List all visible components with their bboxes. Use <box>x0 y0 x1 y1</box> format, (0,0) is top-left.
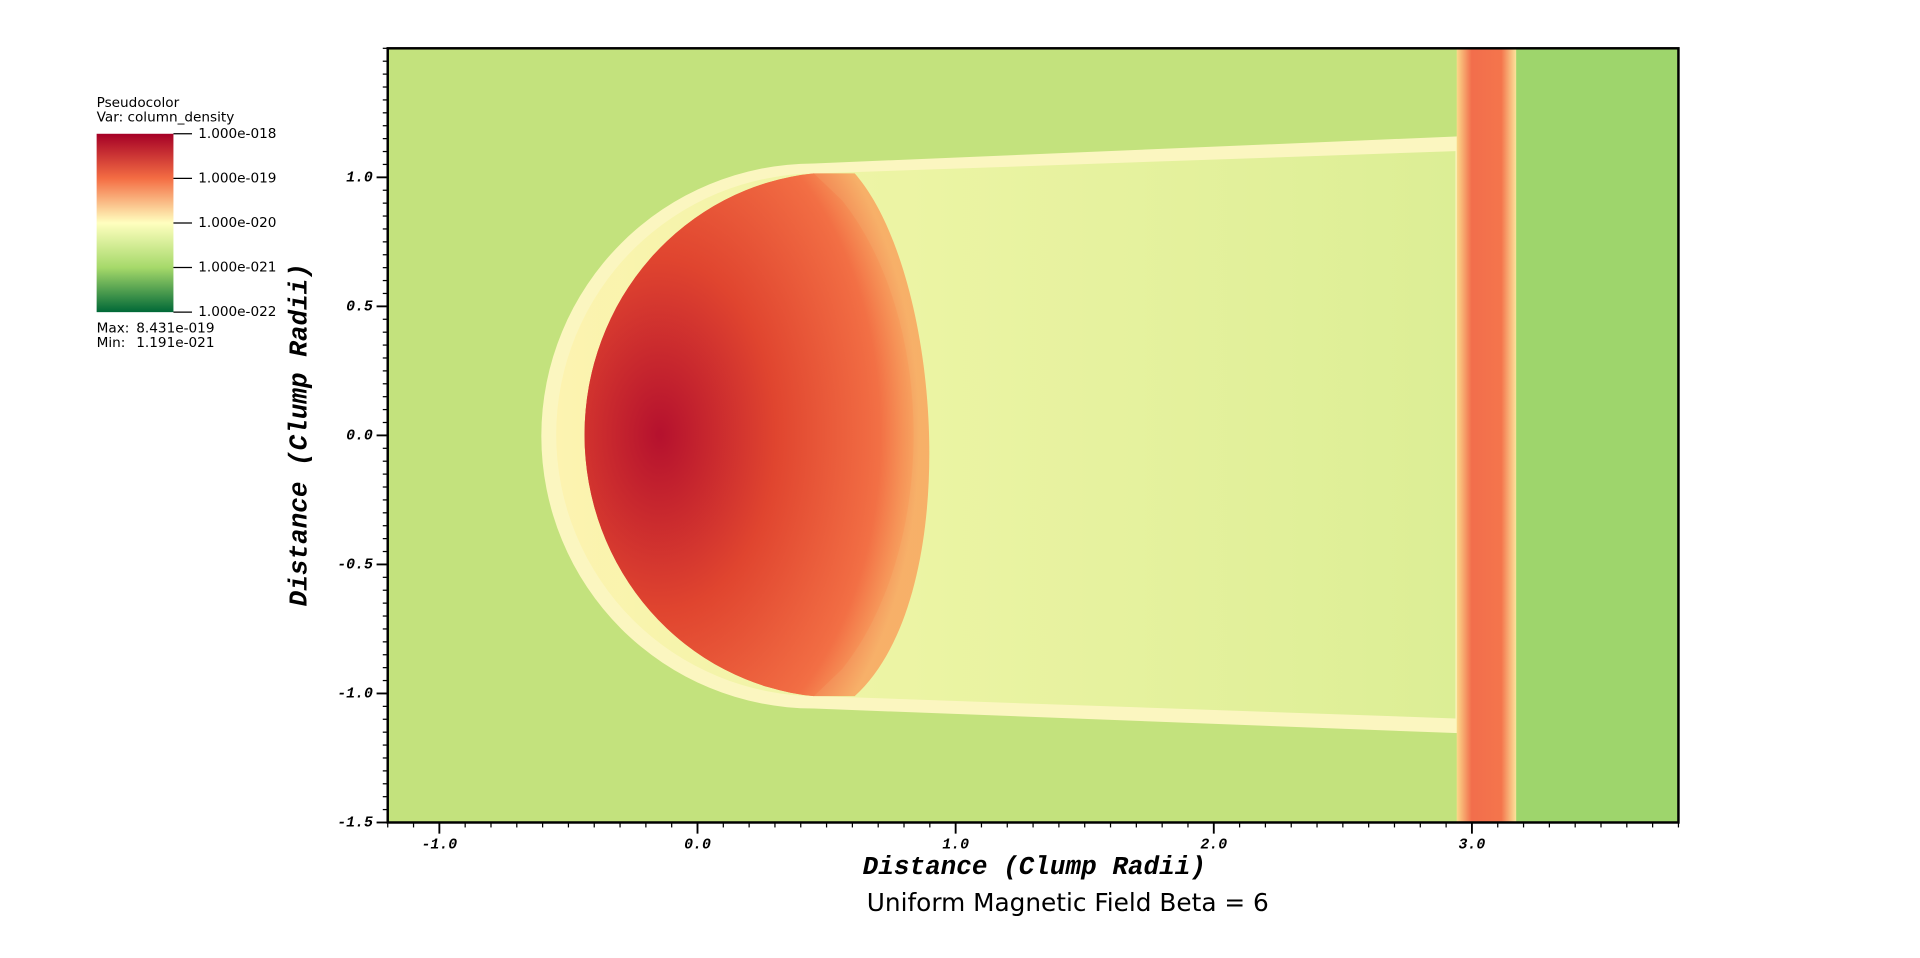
density-field <box>387 48 1679 823</box>
x-tick-label: 2.0 <box>1200 838 1227 854</box>
y-tick-label: -1.5 <box>337 815 373 831</box>
legend-min-label: Min: <box>97 335 126 351</box>
x-axis-title: Distance (Clump Radii) <box>863 852 1206 882</box>
y-tick-label: -0.5 <box>337 557 373 573</box>
x-tick-label: 0.0 <box>684 838 711 854</box>
legend-variable: Var: column_density <box>97 110 235 126</box>
minor-ticks <box>382 47 1680 828</box>
colorbar-tick-label: 1.000e-019 <box>198 170 276 186</box>
y-tick-label: 0.5 <box>346 299 373 315</box>
ticks: -1.0 0.0 1.0 2.0 3.0 -1.5 -1.0 -0.5 0.0 0.5 1.0 <box>337 170 1485 853</box>
x-tick-label: 1.0 <box>942 838 969 854</box>
y-tick-label: 1.0 <box>346 170 373 186</box>
legend-max: 8.431e-019 <box>136 320 214 336</box>
x-tick-label: 3.0 <box>1459 838 1486 854</box>
x-tick-label: -1.0 <box>422 838 458 854</box>
y-tick-label: -1.0 <box>337 686 373 702</box>
colorbar-tick-label: 1.000e-022 <box>198 304 276 320</box>
chart-title: Uniform Magnetic Field Beta = 6 <box>867 888 1269 917</box>
colorbar-tick-label: 1.000e-021 <box>198 260 276 276</box>
legend-min: 1.191e-021 <box>136 335 214 351</box>
y-tick-label: 0.0 <box>346 428 373 444</box>
y-axis-title: Distance (Clump Radii) <box>285 263 315 606</box>
color-bar <box>96 133 174 313</box>
legend-plot: Pseudocolor <box>97 95 180 111</box>
colorbar-tick-label: 1.000e-018 <box>198 126 276 142</box>
colorbar-tick-label: 1.000e-020 <box>198 215 276 231</box>
legend: Pseudocolor Var: column_density Max: 8.4… <box>96 95 276 351</box>
legend-max-label: Max: <box>97 320 130 336</box>
